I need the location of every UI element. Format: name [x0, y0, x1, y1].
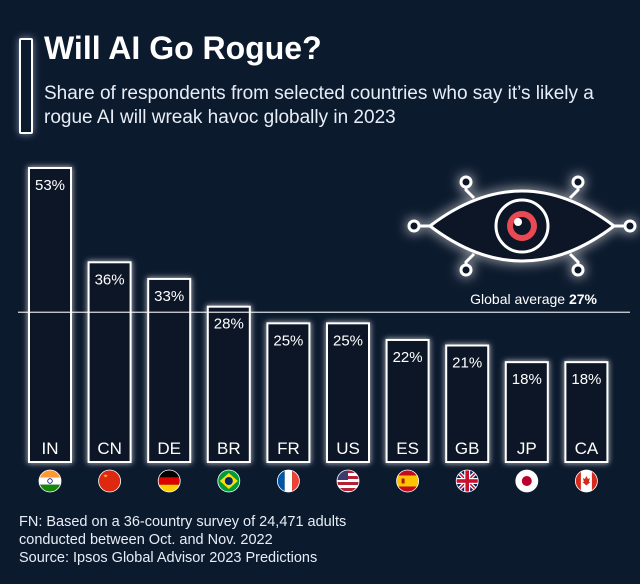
bar-chart: 53% IN 36% CN 33% DE 28% BR 25% FR 25% US 22% ES 21% GB…	[18, 167, 637, 493]
footnote: FN: Based on a 36-country survey of 24,4…	[19, 513, 619, 567]
bar-de	[147, 277, 192, 463]
title-accent-bar	[19, 38, 33, 134]
category-label-ca: CA	[575, 439, 599, 458]
category-label-cn: CN	[97, 439, 122, 458]
robot-eye-icon	[407, 175, 637, 277]
value-label-br: 28%	[214, 316, 244, 333]
bar-es	[385, 338, 430, 463]
page-subtitle: Share of respondents from selected count…	[44, 83, 594, 128]
flag-us-icon	[336, 469, 360, 493]
flag-jp-icon	[515, 469, 539, 493]
bar-cn	[87, 261, 132, 464]
global-average-label: Global average 27%	[470, 291, 597, 307]
bar-gb	[445, 344, 490, 463]
bar-jp	[504, 361, 549, 463]
category-label-jp: JP	[517, 439, 537, 458]
flag-ca-icon	[575, 469, 598, 493]
footnote-line-1: FN: Based on a 36-country survey of 24,4…	[19, 514, 347, 530]
flag-br-icon	[217, 469, 241, 493]
category-label-de: DE	[157, 439, 181, 458]
value-label-in: 53%	[35, 177, 65, 194]
value-label-gb: 21%	[452, 355, 482, 372]
value-label-us: 25%	[333, 332, 363, 349]
category-label-br: BR	[217, 439, 241, 458]
value-label-es: 22%	[393, 349, 423, 366]
flag-cn-icon	[98, 469, 121, 493]
flag-fr-icon	[276, 469, 300, 493]
flag-es-icon	[396, 469, 420, 493]
value-label-de: 33%	[154, 288, 184, 305]
value-label-fr: 25%	[273, 332, 303, 349]
category-label-gb: GB	[455, 439, 480, 458]
category-label-in: IN	[42, 439, 59, 458]
flag-de-icon	[157, 469, 181, 493]
flag-in-icon	[38, 469, 62, 493]
value-label-ca: 18%	[571, 371, 601, 388]
bar-in	[28, 167, 72, 463]
bar-us	[326, 322, 370, 463]
footnote-line-2: conducted between Oct. and Nov. 2022	[19, 532, 273, 548]
value-label-cn: 36%	[95, 271, 125, 288]
page-title: Will AI Go Rogue?	[44, 30, 322, 66]
bar-ca	[564, 361, 609, 463]
source-note: Source: Ipsos Global Advisor 2023 Predic…	[19, 550, 318, 566]
flag-gb-icon	[455, 469, 479, 493]
country-flags	[38, 469, 598, 493]
category-label-fr: FR	[277, 439, 300, 458]
category-label-us: US	[336, 439, 360, 458]
value-label-jp: 18%	[512, 371, 542, 388]
bar-fr	[266, 322, 311, 463]
category-label-es: ES	[396, 439, 419, 458]
bar-br	[206, 305, 251, 463]
